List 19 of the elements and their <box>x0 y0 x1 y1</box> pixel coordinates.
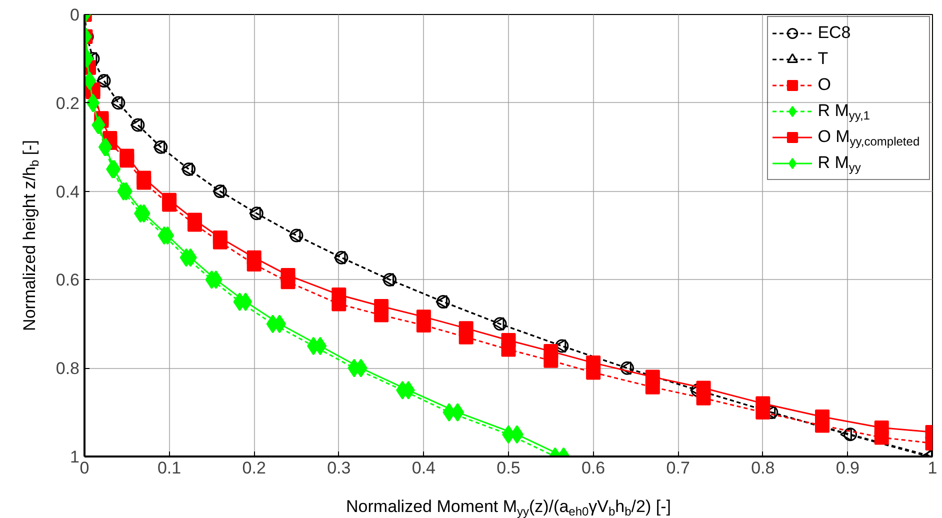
x-tick-label: 0.8 <box>751 458 775 478</box>
x-tick-label: 0.7 <box>666 458 690 478</box>
y-tick-label: 0 <box>70 6 80 24</box>
x-tick-label: 0.9 <box>836 458 860 478</box>
x-tick-label: 0.4 <box>412 458 436 478</box>
x-tick-label: 0.2 <box>242 458 266 478</box>
x-tick-label: 0.6 <box>581 458 606 478</box>
legend-label: EC8 <box>818 23 851 42</box>
y-tick-label: 0.6 <box>56 270 80 290</box>
legend-label: O <box>818 75 831 94</box>
y-tick-label: 0.8 <box>56 359 80 378</box>
y-tick-label: 0.4 <box>56 182 80 202</box>
y-axis-title: Normalized height z/hb [-] <box>20 140 42 331</box>
legend-label: T <box>818 49 828 68</box>
x-tick-label: 0.5 <box>496 458 520 478</box>
y-tick-label: 0.2 <box>56 94 80 113</box>
x-tick-label: 0.3 <box>327 458 351 478</box>
x-tick-label: 1 <box>928 458 938 478</box>
x-tick-label: 0.1 <box>157 458 182 478</box>
